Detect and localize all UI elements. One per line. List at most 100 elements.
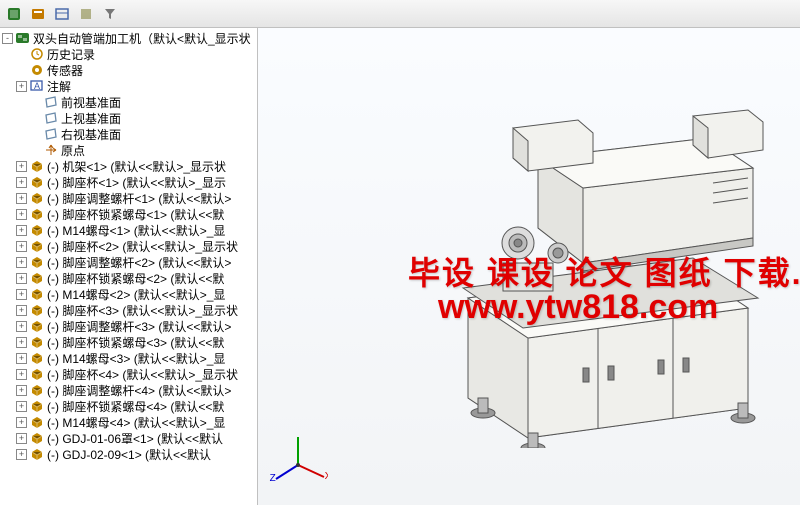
- tree-node[interactable]: + (-) 脚座杯<1> (默认<<默认>_显示: [0, 174, 257, 190]
- tree-expander[interactable]: +: [16, 369, 27, 380]
- tree-expander[interactable]: +: [16, 289, 27, 300]
- part-icon: [29, 399, 45, 413]
- tree-node-label: (-) 脚座杯锁紧螺母<3> (默认<<默: [47, 334, 224, 351]
- tree-node-label: (-) 脚座杯<3> (默认<<默认>_显示状: [47, 302, 238, 319]
- tree-node[interactable]: + (-) 脚座杯锁紧螺母<1> (默认<<默: [0, 206, 257, 222]
- tree-expander: [16, 65, 27, 76]
- plane-icon: [43, 127, 59, 141]
- tree-root-node[interactable]: -双头自动管端加工机（默认<默认_显示状: [0, 30, 257, 46]
- tab-selection[interactable]: [76, 4, 96, 24]
- tree-node[interactable]: + (-) 脚座杯锁紧螺母<2> (默认<<默: [0, 270, 257, 286]
- part-icon: [29, 447, 45, 461]
- tree-expander[interactable]: +: [16, 353, 27, 364]
- part-icon: [29, 431, 45, 445]
- tree-expander[interactable]: +: [16, 433, 27, 444]
- tree-node[interactable]: + (-) 脚座调整螺杆<2> (默认<<默认>: [0, 254, 257, 270]
- tree-node[interactable]: 右视基准面: [0, 126, 257, 142]
- tree-node-label: 原点: [61, 142, 85, 159]
- part-icon: [29, 319, 45, 333]
- tree-node[interactable]: 原点: [0, 142, 257, 158]
- tree-expander[interactable]: +: [16, 337, 27, 348]
- tree-expander[interactable]: +: [16, 241, 27, 252]
- tree-node-label: (-) 脚座杯锁紧螺母<4> (默认<<默: [47, 398, 224, 415]
- part-icon: [29, 239, 45, 253]
- tree-node[interactable]: + (-) 脚座杯锁紧螺母<4> (默认<<默: [0, 398, 257, 414]
- panel-tab-bar: [0, 0, 800, 28]
- tree-node-label: (-) 机架<1> (默认<<默认>_显示状: [47, 158, 226, 175]
- tab-display-pane[interactable]: [52, 4, 72, 24]
- tree-expander[interactable]: +: [16, 449, 27, 460]
- tree-expander[interactable]: +: [16, 321, 27, 332]
- tree-expander: [30, 145, 41, 156]
- plane-icon: [43, 111, 59, 125]
- tree-node-label: (-) 脚座杯锁紧螺母<1> (默认<<默: [47, 206, 224, 223]
- feature-tree[interactable]: -双头自动管端加工机（默认<默认_显示状历史记录传感器+A注解前视基准面上视基准…: [0, 28, 257, 464]
- main-area: -双头自动管端加工机（默认<默认_显示状历史记录传感器+A注解前视基准面上视基准…: [0, 28, 800, 505]
- tab-feature-tree[interactable]: [4, 4, 24, 24]
- tree-expander[interactable]: +: [16, 273, 27, 284]
- tree-node-label: (-) 脚座杯锁紧螺母<2> (默认<<默: [47, 270, 224, 287]
- tree-node-label: (-) 脚座调整螺杆<2> (默认<<默认>: [47, 254, 231, 271]
- tree-node[interactable]: + (-) 脚座调整螺杆<3> (默认<<默认>: [0, 318, 257, 334]
- tab-configurations[interactable]: [28, 4, 48, 24]
- tree-node-label: 传感器: [47, 62, 83, 79]
- tree-expander: [30, 97, 41, 108]
- tree-node-label: (-) 脚座调整螺杆<1> (默认<<默认>: [47, 190, 231, 207]
- tree-expander[interactable]: +: [16, 209, 27, 220]
- tree-node[interactable]: + (-) 机架<1> (默认<<默认>_显示状: [0, 158, 257, 174]
- part-icon: [29, 255, 45, 269]
- tree-node-label: (-) M14螺母<1> (默认<<默认>_显: [47, 222, 225, 239]
- tree-node[interactable]: +(-) 脚座杯<4> (默认<<默认>_显示状: [0, 366, 257, 382]
- svg-text:X: X: [325, 471, 328, 482]
- part-icon: [29, 191, 45, 205]
- tree-expander[interactable]: +: [16, 81, 27, 92]
- tree-node[interactable]: +(-) 脚座调整螺杆<4> (默认<<默认>: [0, 382, 257, 398]
- tree-node[interactable]: + (-) 脚座杯<3> (默认<<默认>_显示状: [0, 302, 257, 318]
- plane-icon: [43, 95, 59, 109]
- part-icon: [29, 383, 45, 397]
- tree-node-label: (-) 脚座调整螺杆<3> (默认<<默认>: [47, 318, 231, 335]
- assembly-icon: [15, 31, 31, 45]
- tree-node[interactable]: + (-) 脚座调整螺杆<1> (默认<<默认>: [0, 190, 257, 206]
- tree-expander[interactable]: +: [16, 225, 27, 236]
- part-icon: [29, 159, 45, 173]
- tree-node[interactable]: + (-) GDJ-01-06罩<1> (默认<<默认: [0, 430, 257, 446]
- tree-node[interactable]: 前视基准面: [0, 94, 257, 110]
- tree-node[interactable]: 上视基准面: [0, 110, 257, 126]
- tree-node[interactable]: +(-) GDJ-02-09<1> (默认<<默认: [0, 446, 257, 462]
- origin-icon: [43, 143, 59, 157]
- 3d-viewport[interactable]: 毕设 课设 论文 图纸 下载... www.ytw818.com YXZ: [258, 28, 800, 505]
- tree-node[interactable]: +(-) M14螺母<3> (默认<<默认>_显: [0, 350, 257, 366]
- watermark-text-2: www.ytw818.com: [438, 288, 718, 327]
- part-icon: [29, 351, 45, 365]
- tree-node-label: 右视基准面: [61, 126, 121, 143]
- tree-node[interactable]: + (-) M14螺母<1> (默认<<默认>_显: [0, 222, 257, 238]
- tree-node-label: 历史记录: [47, 46, 95, 63]
- tree-expander[interactable]: -: [2, 33, 13, 44]
- tree-node[interactable]: +A注解: [0, 78, 257, 94]
- tree-expander[interactable]: +: [16, 305, 27, 316]
- tree-node-label: 前视基准面: [61, 94, 121, 111]
- tab-filter[interactable]: [100, 4, 120, 24]
- tree-node[interactable]: + (-) 脚座杯锁紧螺母<3> (默认<<默: [0, 334, 257, 350]
- tree-expander: [30, 113, 41, 124]
- tree-node[interactable]: +(-) 脚座杯<2> (默认<<默认>_显示状: [0, 238, 257, 254]
- tree-node[interactable]: 历史记录: [0, 46, 257, 62]
- part-icon: [29, 175, 45, 189]
- tree-expander[interactable]: +: [16, 161, 27, 172]
- tree-node-label: (-) GDJ-01-06罩<1> (默认<<默认: [47, 430, 223, 447]
- tree-node-label: 注解: [47, 78, 71, 95]
- tree-expander[interactable]: +: [16, 177, 27, 188]
- tree-expander[interactable]: +: [16, 193, 27, 204]
- tree-expander[interactable]: +: [16, 257, 27, 268]
- tree-expander: [16, 49, 27, 60]
- part-icon: [29, 303, 45, 317]
- tree-node[interactable]: 传感器: [0, 62, 257, 78]
- tree-node[interactable]: +(-) M14螺母<2> (默认<<默认>_显: [0, 286, 257, 302]
- sensor-icon: [29, 63, 45, 77]
- tree-node-label: (-) 脚座杯<1> (默认<<默认>_显示: [47, 174, 226, 191]
- tree-expander[interactable]: +: [16, 401, 27, 412]
- tree-expander[interactable]: +: [16, 417, 27, 428]
- tree-expander[interactable]: +: [16, 385, 27, 396]
- tree-node[interactable]: +(-) M14螺母<4> (默认<<默认>_显: [0, 414, 257, 430]
